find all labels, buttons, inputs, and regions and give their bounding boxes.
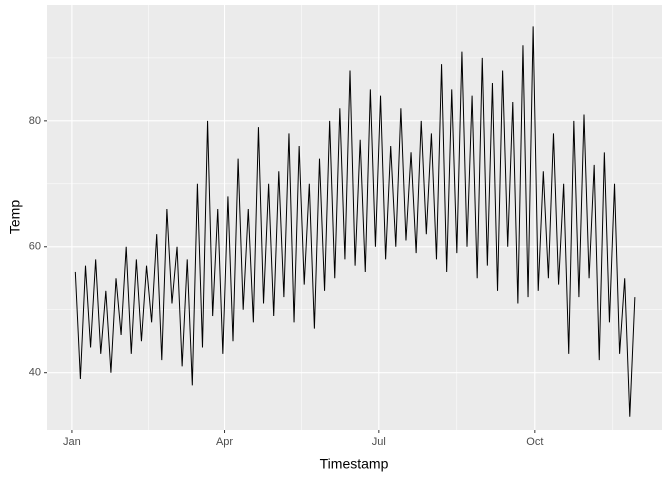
x-tick-label: Jul [372,436,386,448]
y-tick-label: 40 [29,367,41,379]
y-axis-label: Temp [7,200,23,234]
x-tick-label: Jan [63,436,81,448]
y-tick-label: 60 [29,241,41,253]
y-tick-label: 80 [29,115,41,127]
x-axis-label: Timestamp [320,456,389,472]
x-tick-label: Apr [216,436,233,448]
panel [47,5,662,430]
data-line [74,26,636,417]
x-tick-label: Oct [526,436,543,448]
